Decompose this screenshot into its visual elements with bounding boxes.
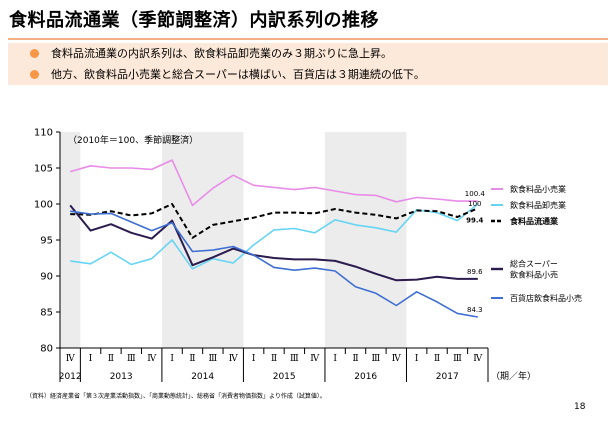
quarter-label: Ⅲ [372, 354, 381, 364]
quarter-label: Ⅱ [189, 354, 195, 364]
quarter-label: Ⅳ [392, 354, 402, 364]
year-label: 2013 [110, 372, 133, 382]
chart-annotation: （2010年＝100、季節調整済） [68, 134, 198, 146]
chart-axes: 80 85 90 95 100 105 110 Ⅳ Ⅰ Ⅱ Ⅲ Ⅳ Ⅰ Ⅱ Ⅲ Ⅳ Ⅰ Ⅱ Ⅲ Ⅳ Ⅰ Ⅱ Ⅲ Ⅳ Ⅰ Ⅱ Ⅲ Ⅳ 20… [34, 128, 536, 382]
quarter-label: Ⅳ [147, 354, 157, 364]
chart-labels: （2010年＝100、季節調整済） 100.4 100 99.4 89.6 84.3 [68, 134, 485, 314]
title-underline [8, 38, 608, 40]
end-value-label: 100.4 [465, 190, 486, 198]
series-line [69, 159, 478, 207]
y-tick-label: 105 [34, 164, 53, 175]
legend-label: 食料品流通業 [510, 216, 559, 226]
legend-label: 百貨店飲食料品小売 [510, 293, 582, 303]
series-line [70, 210, 478, 318]
year-label: 2016 [354, 372, 377, 382]
quarter-label: Ⅱ [352, 354, 358, 364]
bullet-dot-icon [30, 48, 39, 58]
quarter-label: Ⅱ [434, 354, 440, 364]
x-unit-label: （期／年） [491, 370, 536, 382]
series-line [70, 203, 479, 270]
quarter-label: Ⅲ [127, 354, 136, 364]
quarter-label: Ⅲ [209, 354, 218, 364]
bullet-dot-icon [30, 69, 39, 79]
page-title: 食料品流通業（季節調整済）内訳系列の推移 [9, 10, 379, 31]
year-band [324, 132, 407, 348]
end-value-label: 89.6 [467, 268, 483, 276]
year-label: 2015 [273, 372, 296, 382]
quarter-label: Ⅳ [229, 354, 239, 364]
y-tick-label: 100 [34, 200, 53, 211]
y-tick-label: 80 [40, 344, 53, 355]
y-tick-label: 90 [40, 272, 53, 283]
y-tick-label: 85 [40, 308, 53, 319]
quarter-label: Ⅰ [415, 354, 419, 364]
series-line [70, 203, 479, 239]
chart-legend: 飲食料品小売業飲食料品卸売業食料品流通業総合スーパー飲食料品小売百貨店飲食料品小… [491, 184, 582, 303]
series-line [69, 204, 478, 282]
quarter-label: Ⅱ [108, 354, 114, 364]
legend-label: 総合スーパー飲食料品小売 [510, 259, 558, 280]
quarter-label: Ⅲ [453, 354, 462, 364]
y-tick-label: 95 [40, 236, 53, 247]
quarter-label: Ⅳ [473, 354, 483, 364]
end-value-label: 100 [468, 200, 481, 208]
page-number: 18 [574, 402, 586, 412]
quarter-label: Ⅲ [290, 354, 299, 364]
end-value-label: 99.4 [466, 216, 483, 224]
year-label: 2014 [191, 372, 214, 382]
year-band [60, 132, 81, 348]
year-shading [60, 132, 407, 348]
series-lines [69, 159, 479, 318]
quarter-label: Ⅰ [170, 354, 174, 364]
summary-bullet: 他方、飲食料品小売業と総合スーパーは横ばい、百貨店は３期連続の低下。 [8, 64, 425, 84]
quarter-label: Ⅰ [333, 354, 337, 364]
source-note: （資料）経済産業省「第３次産業活動指数」、「商業動態統計」、総務省「消費者物価指… [26, 393, 326, 400]
legend-label: 飲食料品小売業 [510, 184, 566, 194]
summary-bullet-text: 食料品流通業の内訳系列は、飲食料品卸売業のみ３期ぶりに急上昇。 [51, 47, 392, 60]
quarter-label: Ⅳ [66, 354, 76, 364]
quarter-label: Ⅰ [252, 354, 256, 364]
end-value-label: 84.3 [467, 306, 483, 314]
quarter-label: Ⅳ [310, 354, 320, 364]
year-label: 2012 [59, 372, 82, 382]
quarter-label: Ⅱ [271, 354, 277, 364]
y-tick-label: 110 [34, 128, 53, 139]
year-label: 2017 [436, 372, 459, 382]
summary-bullet-text: 他方、飲食料品小売業と総合スーパーは横ばい、百貨店は３期連続の低下。 [51, 68, 425, 81]
quarter-label: Ⅰ [89, 354, 93, 364]
summary-bullet: 食料品流通業の内訳系列は、飲食料品卸売業のみ３期ぶりに急上昇。 [8, 43, 392, 63]
legend-label: 飲食料品卸売業 [510, 200, 566, 210]
summary-box: 食料品流通業の内訳系列は、飲食料品卸売業のみ３期ぶりに急上昇。 他方、飲食料品小… [8, 43, 608, 85]
